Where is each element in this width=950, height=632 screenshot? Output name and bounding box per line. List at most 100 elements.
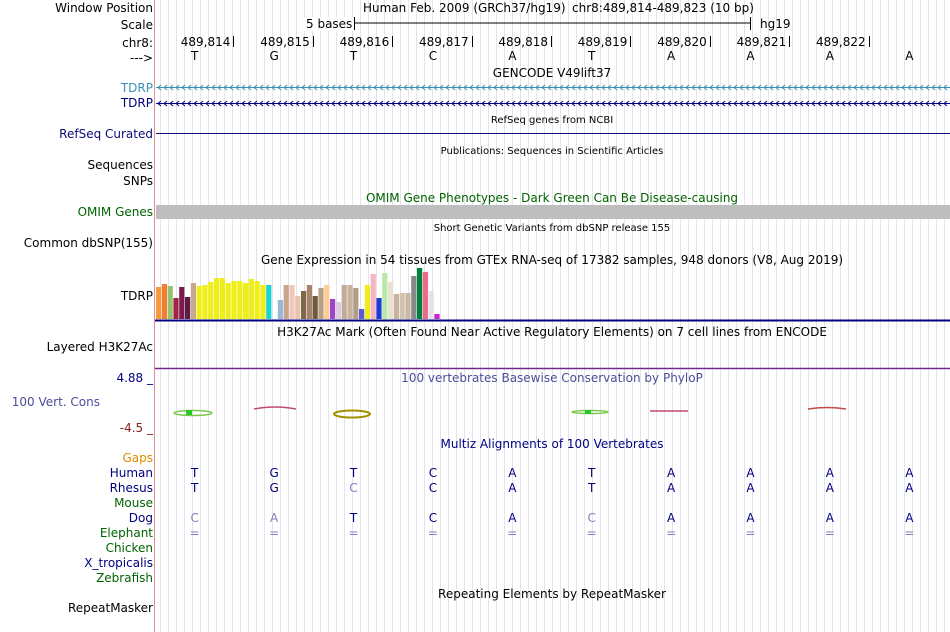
alignment-base: C xyxy=(428,466,438,480)
label-species[interactable]: Dog xyxy=(128,511,153,525)
gtex-tissue-bar[interactable] xyxy=(422,272,428,319)
gencode-title[interactable]: GENCODE V49lift37 xyxy=(492,66,612,80)
alignment-base: = xyxy=(427,526,438,540)
label-strand[interactable]: ---> xyxy=(129,51,153,65)
gtex-tissue-bar[interactable] xyxy=(283,285,289,319)
gtex-tissue-bar[interactable] xyxy=(399,293,405,319)
gtex-tissue-bar[interactable] xyxy=(353,288,359,319)
gtex-title[interactable]: Gene Expression in 54 tissues from GTEx … xyxy=(260,253,844,267)
coordinate-tick xyxy=(789,36,791,47)
label-gencode-tdrp-1[interactable]: TDRP xyxy=(120,81,153,95)
gtex-tissue-bar[interactable] xyxy=(254,281,260,319)
gtex-tissue-bar[interactable] xyxy=(231,281,237,319)
gtex-tissue-bar[interactable] xyxy=(185,297,191,319)
gtex-tissue-bar[interactable] xyxy=(411,276,417,319)
gtex-tissue-bar[interactable] xyxy=(289,285,295,319)
dbsnp-title[interactable]: Short Genetic Variants from dbSNP releas… xyxy=(433,223,671,234)
gtex-tissue-bar[interactable] xyxy=(306,285,312,319)
label-gencode-tdrp-2[interactable]: TDRP xyxy=(120,96,153,110)
gtex-tissue-bar[interactable] xyxy=(330,299,336,319)
scale-label: 5 bases xyxy=(304,17,355,31)
gtex-tissue-bar[interactable] xyxy=(260,285,266,319)
gtex-tissue-bar[interactable] xyxy=(370,274,376,319)
phylop-title[interactable]: 100 vertebrates Basewise Conservation by… xyxy=(401,371,703,385)
gtex-tissue-bar[interactable] xyxy=(376,298,382,319)
label-species[interactable]: Mouse xyxy=(114,496,153,510)
gtex-expression-bars[interactable] xyxy=(156,268,440,319)
label-layered-h3k27ac[interactable]: Layered H3K27Ac xyxy=(46,340,153,354)
coordinate-tick xyxy=(392,36,394,47)
label-gaps[interactable]: Gaps xyxy=(122,451,153,465)
gtex-tissue-bar[interactable] xyxy=(347,285,353,319)
label-window-position: Window Position xyxy=(55,1,153,15)
gtex-tissue-bar[interactable] xyxy=(428,291,434,319)
gtex-tissue-bar[interactable] xyxy=(196,286,202,319)
gtex-tissue-bar[interactable] xyxy=(341,285,347,319)
label-omim-genes[interactable]: OMIM Genes xyxy=(77,205,153,219)
label-gtex-tdrp[interactable]: TDRP xyxy=(120,289,153,303)
gtex-tissue-bar[interactable] xyxy=(417,268,423,319)
label-species[interactable]: Rhesus xyxy=(109,481,153,495)
label-species[interactable]: Elephant xyxy=(99,526,153,540)
gtex-tissue-bar[interactable] xyxy=(156,287,162,319)
label-refseq-curated[interactable]: RefSeq Curated xyxy=(59,127,153,141)
label-species[interactable]: Chicken xyxy=(105,541,153,555)
gencode-tdrp-transcript-1[interactable] xyxy=(156,84,950,91)
gtex-tissue-bar[interactable] xyxy=(190,283,196,319)
label-species[interactable]: Zebrafish xyxy=(96,571,153,585)
coordinate-label: 489,821 xyxy=(736,35,787,49)
gtex-tissue-bar[interactable] xyxy=(243,283,249,319)
repeatmasker-title[interactable]: Repeating Elements by RepeatMasker xyxy=(438,587,666,601)
gtex-tissue-bar[interactable] xyxy=(237,281,243,319)
coordinate-label: 489,815 xyxy=(260,35,310,49)
omim-gene-bar[interactable] xyxy=(156,205,950,219)
gtex-tissue-bar[interactable] xyxy=(388,282,394,319)
gtex-tissue-bar[interactable] xyxy=(318,288,324,319)
gtex-tissue-bar[interactable] xyxy=(382,273,388,319)
gtex-tissue-bar[interactable] xyxy=(173,298,179,319)
gtex-tissue-bar[interactable] xyxy=(335,302,341,319)
gtex-tissue-bar[interactable] xyxy=(266,285,272,319)
label-divider[interactable] xyxy=(154,0,155,632)
label-repeatmasker[interactable]: RepeatMasker xyxy=(67,601,153,615)
alignment-base: A xyxy=(825,466,834,480)
gtex-tissue-bar[interactable] xyxy=(225,283,231,319)
alignment-base: G xyxy=(269,481,279,495)
gtex-tissue-bar[interactable] xyxy=(179,287,185,319)
label-common-dbsnp[interactable]: Common dbSNP(155) xyxy=(23,236,153,250)
gtex-tissue-bar[interactable] xyxy=(434,314,440,319)
label-species[interactable]: X_tropicalis xyxy=(84,556,153,570)
gtex-tissue-bar[interactable] xyxy=(277,300,283,319)
gtex-tissue-bar[interactable] xyxy=(202,285,208,319)
label-snps[interactable]: SNPs xyxy=(123,174,153,188)
omim-title[interactable]: OMIM Gene Phenotypes - Dark Green Can Be… xyxy=(365,191,739,205)
gtex-tissue-bar[interactable] xyxy=(312,296,318,319)
alignment-base: A xyxy=(905,466,914,480)
gtex-tissue-bar[interactable] xyxy=(248,279,254,319)
gtex-tissue-bar[interactable] xyxy=(405,293,411,319)
gtex-tissue-bar[interactable] xyxy=(214,278,220,319)
gtex-tissue-bar[interactable] xyxy=(364,285,370,319)
gtex-tissue-bar[interactable] xyxy=(393,294,399,319)
label-sequences[interactable]: Sequences xyxy=(87,158,153,172)
h3k27ac-title[interactable]: H3K27Ac Mark (Often Found Near Active Re… xyxy=(277,325,827,339)
gtex-tissue-bar[interactable] xyxy=(208,282,214,319)
gtex-tissue-bar[interactable] xyxy=(359,309,365,319)
reference-base: A xyxy=(905,49,914,63)
gencode-tdrp-transcript-2[interactable] xyxy=(156,100,950,107)
gtex-tissue-bar[interactable] xyxy=(324,285,330,319)
publications-title[interactable]: Publications: Sequences in Scientific Ar… xyxy=(440,146,664,157)
gtex-tissue-bar[interactable] xyxy=(167,286,173,319)
coordinate-tick xyxy=(868,36,870,47)
label-species[interactable]: Human xyxy=(109,466,153,480)
gtex-tissue-bar[interactable] xyxy=(219,278,225,319)
alignment-base: T xyxy=(349,511,358,525)
label-100-vert-cons[interactable]: 100 Vert. Cons xyxy=(11,395,100,409)
gtex-tissue-bar[interactable] xyxy=(295,296,301,319)
gtex-tissue-bar[interactable] xyxy=(161,284,167,319)
multiz-title[interactable]: Multiz Alignments of 100 Vertebrates xyxy=(440,437,664,451)
refseq-title[interactable]: RefSeq genes from NCBI xyxy=(490,115,614,126)
gtex-tissue-bar[interactable] xyxy=(301,291,307,319)
